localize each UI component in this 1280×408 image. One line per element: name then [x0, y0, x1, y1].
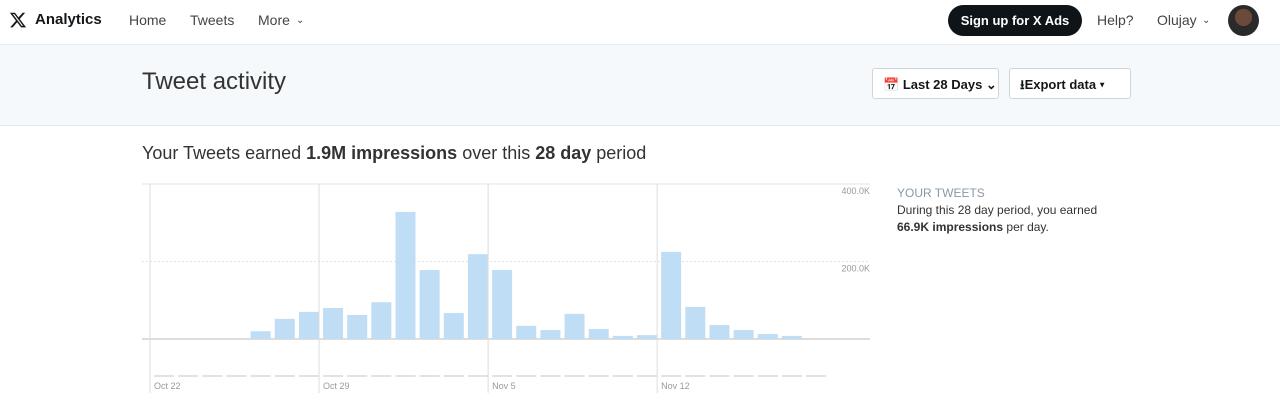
- bar: [323, 308, 344, 339]
- avatar[interactable]: [1228, 5, 1259, 36]
- summary-text: over this: [457, 143, 536, 163]
- bar: [347, 314, 368, 339]
- bar: [757, 333, 778, 339]
- x-logo[interactable]: [9, 11, 27, 29]
- x-tick-label: Nov 12: [661, 381, 690, 391]
- bar: [781, 335, 802, 339]
- sidebar-daily: 66.9K impressions per day.: [897, 219, 1097, 236]
- bar: [540, 330, 561, 339]
- bar: [709, 325, 730, 339]
- summary: Your Tweets earned 1.9M impressions over…: [142, 143, 646, 164]
- bar: [588, 328, 609, 339]
- bar: [733, 330, 754, 339]
- summary-text: period: [591, 143, 647, 163]
- x-tick-label: Oct 22: [154, 381, 181, 391]
- bar: [516, 325, 537, 339]
- page-title: Tweet activity: [142, 68, 287, 95]
- summary-impressions: 1.9M impressions: [306, 143, 458, 163]
- bar: [685, 306, 706, 339]
- bar: [637, 335, 657, 339]
- chevron: ⌄: [296, 15, 305, 26]
- bar: [564, 313, 585, 339]
- y-tick-label: 200.0K: [841, 264, 870, 274]
- sidebar-text: During this 28 day period, you earned: [897, 203, 1098, 217]
- nav-link[interactable]: Home: [129, 12, 167, 28]
- summary-days: 28 day: [535, 143, 592, 163]
- bar: [250, 331, 271, 339]
- bar: [467, 254, 488, 339]
- export-button[interactable]: ⭳Export data ▾: [1009, 68, 1131, 99]
- nav-link[interactable]: More: [258, 12, 290, 28]
- sidebar-text: per day.: [1003, 220, 1049, 234]
- summary-text: Your Tweets earned: [142, 143, 307, 163]
- bar: [443, 313, 464, 339]
- range-button[interactable]: 📅 Last 28 Days ⌄: [872, 68, 999, 99]
- top-nav: Analytics Home Tweets More ⌄ Sign up for…: [0, 0, 1280, 45]
- bar: [274, 318, 295, 339]
- daily-impressions: 66.9K impressions: [897, 220, 1004, 234]
- bar: [371, 302, 392, 339]
- sidebar: YOUR TWEETS During this 28 day period, y…: [897, 185, 1097, 236]
- x-tick-label: Nov 5: [492, 381, 516, 391]
- bar: [492, 270, 513, 339]
- user-menu[interactable]: Olujay: [1157, 12, 1197, 28]
- brand[interactable]: Analytics: [35, 11, 102, 28]
- y-tick-label: 400.0K: [841, 186, 870, 196]
- ads-button[interactable]: Sign up for X Ads: [948, 5, 1082, 36]
- chevron: ⌄: [1202, 15, 1211, 26]
- bar: [612, 335, 633, 339]
- x-tick-label: Oct 29: [323, 381, 350, 391]
- bar: [298, 311, 319, 339]
- sidebar-heading: YOUR TWEETS: [897, 186, 985, 200]
- bar: [661, 251, 682, 339]
- help-link[interactable]: Help?: [1097, 12, 1134, 28]
- range-label: Last 28 Days: [902, 77, 983, 92]
- nav-link[interactable]: Tweets: [190, 12, 235, 28]
- bar: [395, 211, 416, 339]
- bar: [419, 270, 440, 339]
- export-label: Export data: [1024, 77, 1097, 92]
